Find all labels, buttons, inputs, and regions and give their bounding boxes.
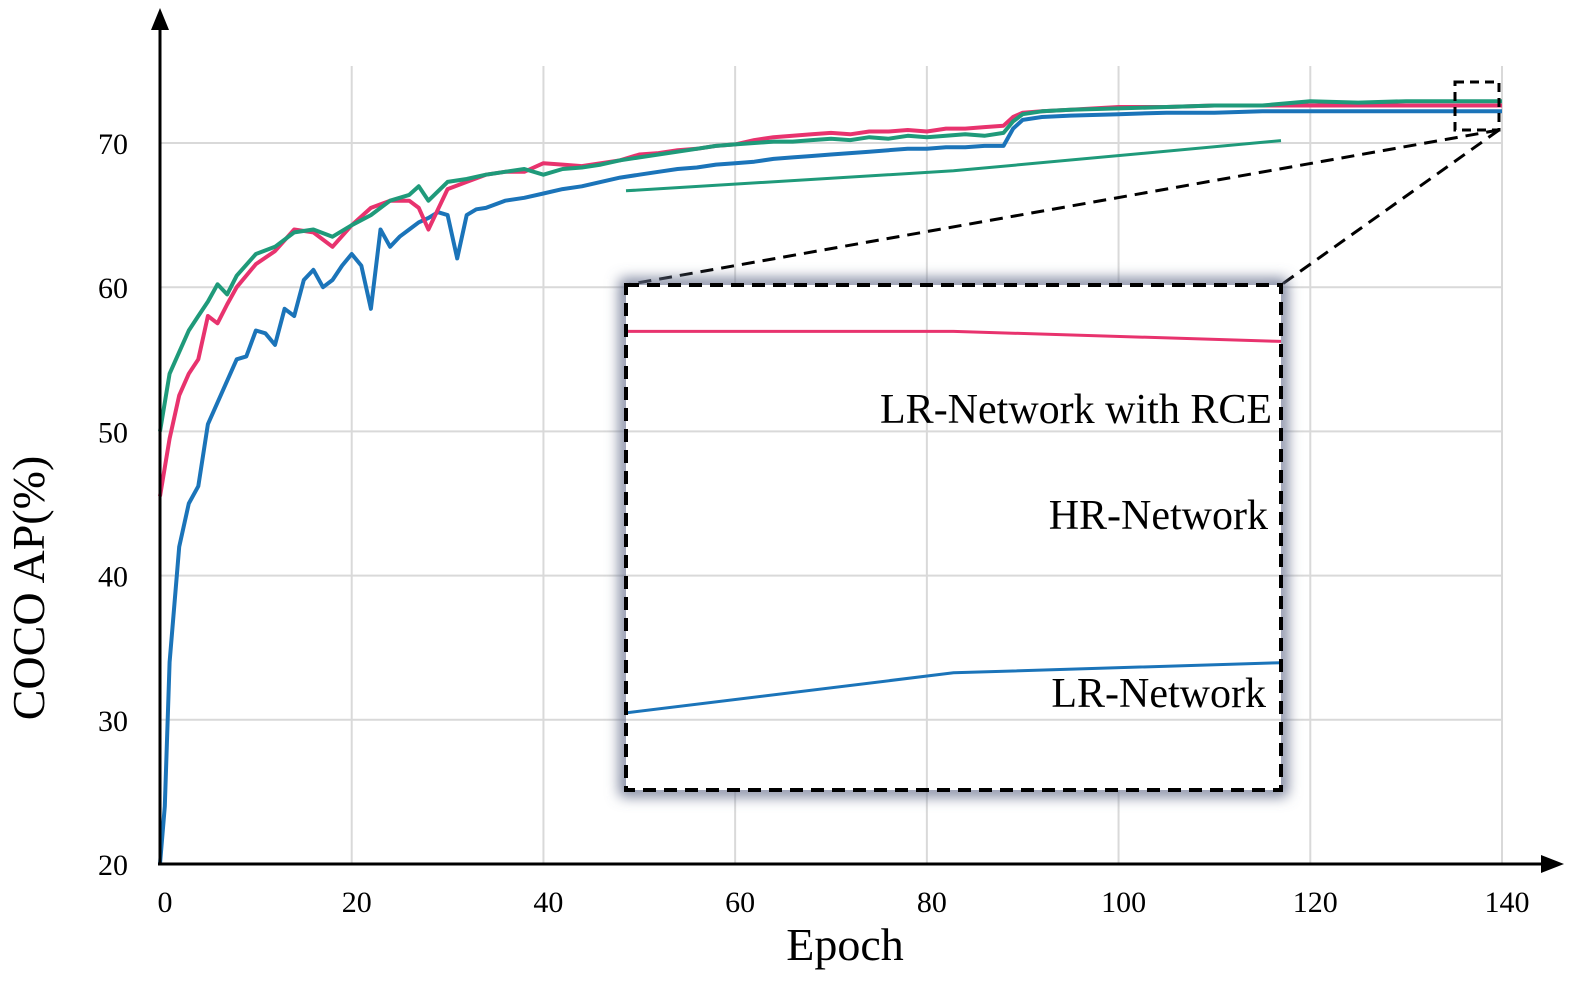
axes <box>151 8 1564 873</box>
x-tick-20: 20 <box>342 886 372 919</box>
inset-line-lr-rce <box>625 139 1282 193</box>
zoom-connector-top <box>625 128 1500 287</box>
inset-frame <box>624 283 1283 792</box>
zoom-connector-bottom <box>1280 128 1500 287</box>
x-tick-100: 100 <box>1101 886 1146 919</box>
inset-background <box>626 285 1281 790</box>
y-tick-70: 70 <box>98 128 128 161</box>
x-tick-140: 140 <box>1485 886 1530 919</box>
y-axis-title: COCO AP(%) <box>3 456 54 721</box>
y-tick-labels: 20 30 40 50 60 70 <box>98 128 128 882</box>
inset-line-lr <box>625 661 1282 715</box>
x-tick-0: 0 <box>158 886 173 919</box>
y-tick-40: 40 <box>98 561 128 594</box>
inset-label-hr: HR-Network <box>1049 493 1268 539</box>
inset-grid <box>626 285 1281 790</box>
inset-panel: LR-Network with RCE HR-Network LR-Networ… <box>620 139 1287 796</box>
y-axis-arrow <box>151 8 169 30</box>
x-tick-60: 60 <box>725 886 755 919</box>
x-tick-120: 120 <box>1293 886 1338 919</box>
x-tick-40: 40 <box>533 886 563 919</box>
x-tick-labels: 0 20 40 60 80 100 120 140 <box>158 886 1530 919</box>
x-tick-80: 80 <box>917 886 947 919</box>
y-tick-30: 30 <box>98 705 128 738</box>
x-axis-arrow <box>1541 855 1564 873</box>
y-tick-60: 60 <box>98 272 128 305</box>
inset-series-lines <box>625 139 1282 715</box>
y-tick-50: 50 <box>98 416 128 449</box>
series-line-lr-rce <box>158 99 1502 432</box>
inset-line-hr <box>626 329 1282 343</box>
inset-label-lr: LR-Network <box>1051 671 1266 717</box>
x-axis-title: Epoch <box>786 919 904 970</box>
series-lines <box>158 99 1502 865</box>
series-line-lr <box>158 109 1502 865</box>
y-tick-20: 20 <box>98 849 128 882</box>
zoom-box <box>1453 80 1501 132</box>
inset-label-lr-rce: LR-Network with RCE <box>880 387 1272 433</box>
